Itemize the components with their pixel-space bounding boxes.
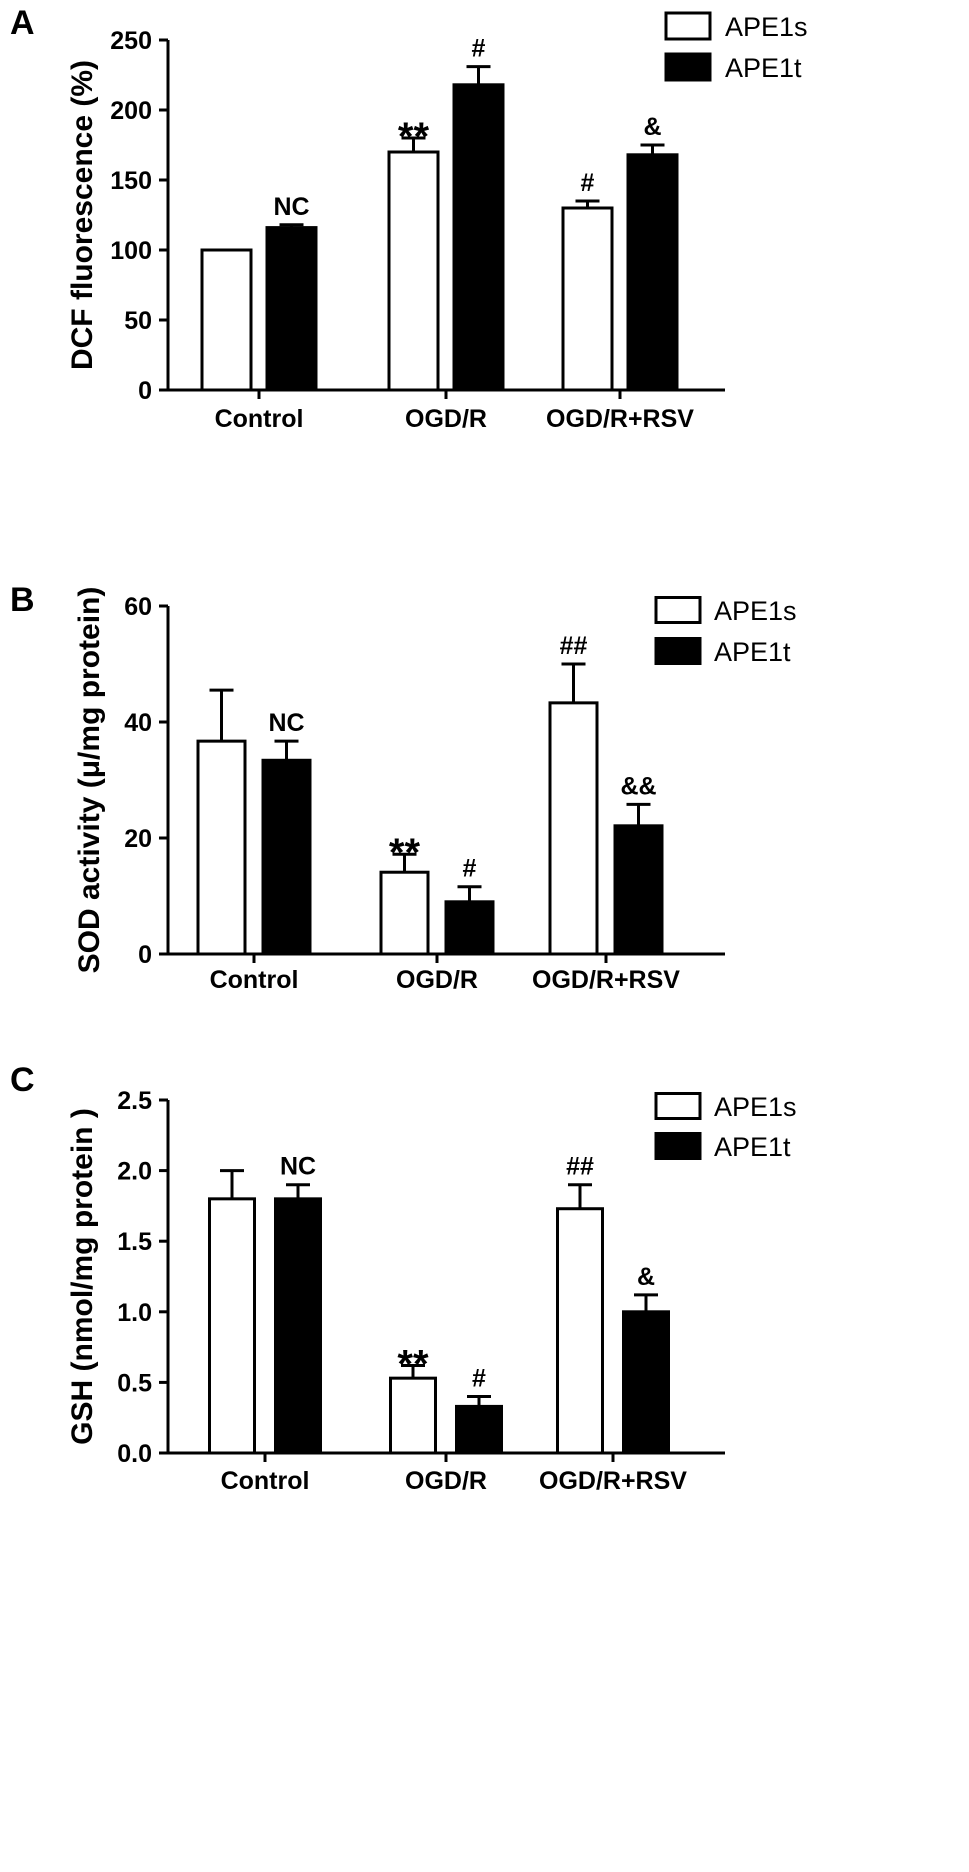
legend-swatch	[654, 1092, 702, 1120]
y-tick-label: 60	[124, 593, 152, 621]
y-tick-label: 200	[110, 97, 152, 125]
y-tick-label: 0	[138, 941, 152, 969]
significance-label: ##	[566, 1153, 594, 1181]
y-tick-label: 250	[110, 27, 152, 55]
legend-label: APE1s	[725, 12, 808, 42]
y-axis-label: DCF fluorescence (%)	[66, 60, 99, 370]
y-tick-label: 100	[110, 237, 152, 265]
y-tick-label: 40	[124, 709, 152, 737]
legend-swatch	[654, 596, 702, 624]
y-axis-label: SOD activity (μ/mg protein)	[73, 587, 106, 974]
legend-label: APE1t	[725, 53, 802, 83]
bar	[387, 150, 440, 392]
bar	[200, 248, 253, 392]
legend-label: APE1s	[714, 1092, 797, 1122]
bar	[561, 206, 614, 392]
legend-swatch	[654, 1132, 702, 1160]
bar	[622, 1310, 670, 1455]
significance-label: ##	[560, 632, 588, 660]
significance-label: #	[472, 35, 486, 63]
panel-letter: A	[10, 4, 35, 42]
significance-label: NC	[273, 193, 309, 221]
x-tick-label: OGD/R	[405, 1467, 487, 1495]
bar	[444, 900, 495, 956]
significance-label: NC	[268, 709, 304, 737]
chart-panel-b: B 0 20 40 60 SOD activity (μ/mg protein) Contr…	[10, 581, 797, 994]
significance-label: **	[389, 831, 421, 875]
bar	[626, 153, 679, 392]
legend-swatch	[664, 52, 712, 82]
x-tick-label: Control	[221, 1467, 310, 1495]
bar	[452, 83, 505, 392]
bar	[265, 226, 318, 392]
y-tick-label: 20	[124, 825, 152, 853]
y-tick-label: 2.5	[117, 1087, 152, 1115]
significance-label: #	[463, 855, 477, 883]
y-tick-label: 2.0	[117, 1158, 152, 1186]
significance-label: &&	[620, 772, 656, 800]
significance-label: #	[581, 169, 595, 197]
bar	[274, 1197, 322, 1455]
x-tick-label: Control	[215, 405, 304, 433]
legend-swatch	[654, 637, 702, 665]
significance-label: #	[472, 1365, 486, 1393]
legend-label: APE1t	[714, 1132, 791, 1162]
x-tick-label: OGD/R+RSV	[546, 405, 694, 433]
bar	[261, 758, 312, 956]
bar	[196, 739, 247, 956]
significance-label: NC	[280, 1153, 316, 1181]
panel-letter: C	[10, 1061, 35, 1099]
significance-label: **	[397, 1342, 429, 1386]
y-tick-label: 1.0	[117, 1299, 152, 1327]
legend-swatch	[664, 11, 712, 41]
legend-label: APE1s	[714, 596, 797, 626]
bar	[613, 824, 664, 956]
significance-label: &	[643, 113, 661, 141]
significance-label: &	[637, 1263, 655, 1291]
bar	[389, 1376, 437, 1455]
chart-panel-c: C 0.0 0.5 1.0 1.5 2.0 2.5 GSH (nmol/mg protein …	[10, 1061, 797, 1495]
bar	[548, 701, 599, 956]
y-tick-label: 0.5	[117, 1369, 152, 1397]
bar	[208, 1197, 256, 1455]
bar	[455, 1404, 503, 1455]
panel-letter: B	[10, 581, 35, 619]
y-axis-label: GSH (nmol/mg protein )	[66, 1108, 99, 1445]
chart-panel-a: A 0 50 100 150 200 250 DCF fluorescence (%) Cont…	[10, 4, 808, 433]
x-tick-label: OGD/R	[396, 966, 478, 994]
y-tick-label: 0	[138, 377, 152, 405]
legend-label: APE1t	[714, 637, 791, 667]
x-tick-label: OGD/R+RSV	[532, 966, 680, 994]
x-tick-label: Control	[210, 966, 299, 994]
x-tick-label: OGD/R	[405, 405, 487, 433]
bar	[379, 870, 430, 956]
significance-label: **	[398, 115, 430, 159]
x-tick-label: OGD/R+RSV	[539, 1467, 687, 1495]
y-tick-label: 1.5	[117, 1228, 152, 1256]
y-tick-label: 0.0	[117, 1440, 152, 1468]
bar	[556, 1207, 604, 1455]
y-tick-label: 150	[110, 167, 152, 195]
y-tick-label: 50	[124, 307, 152, 335]
